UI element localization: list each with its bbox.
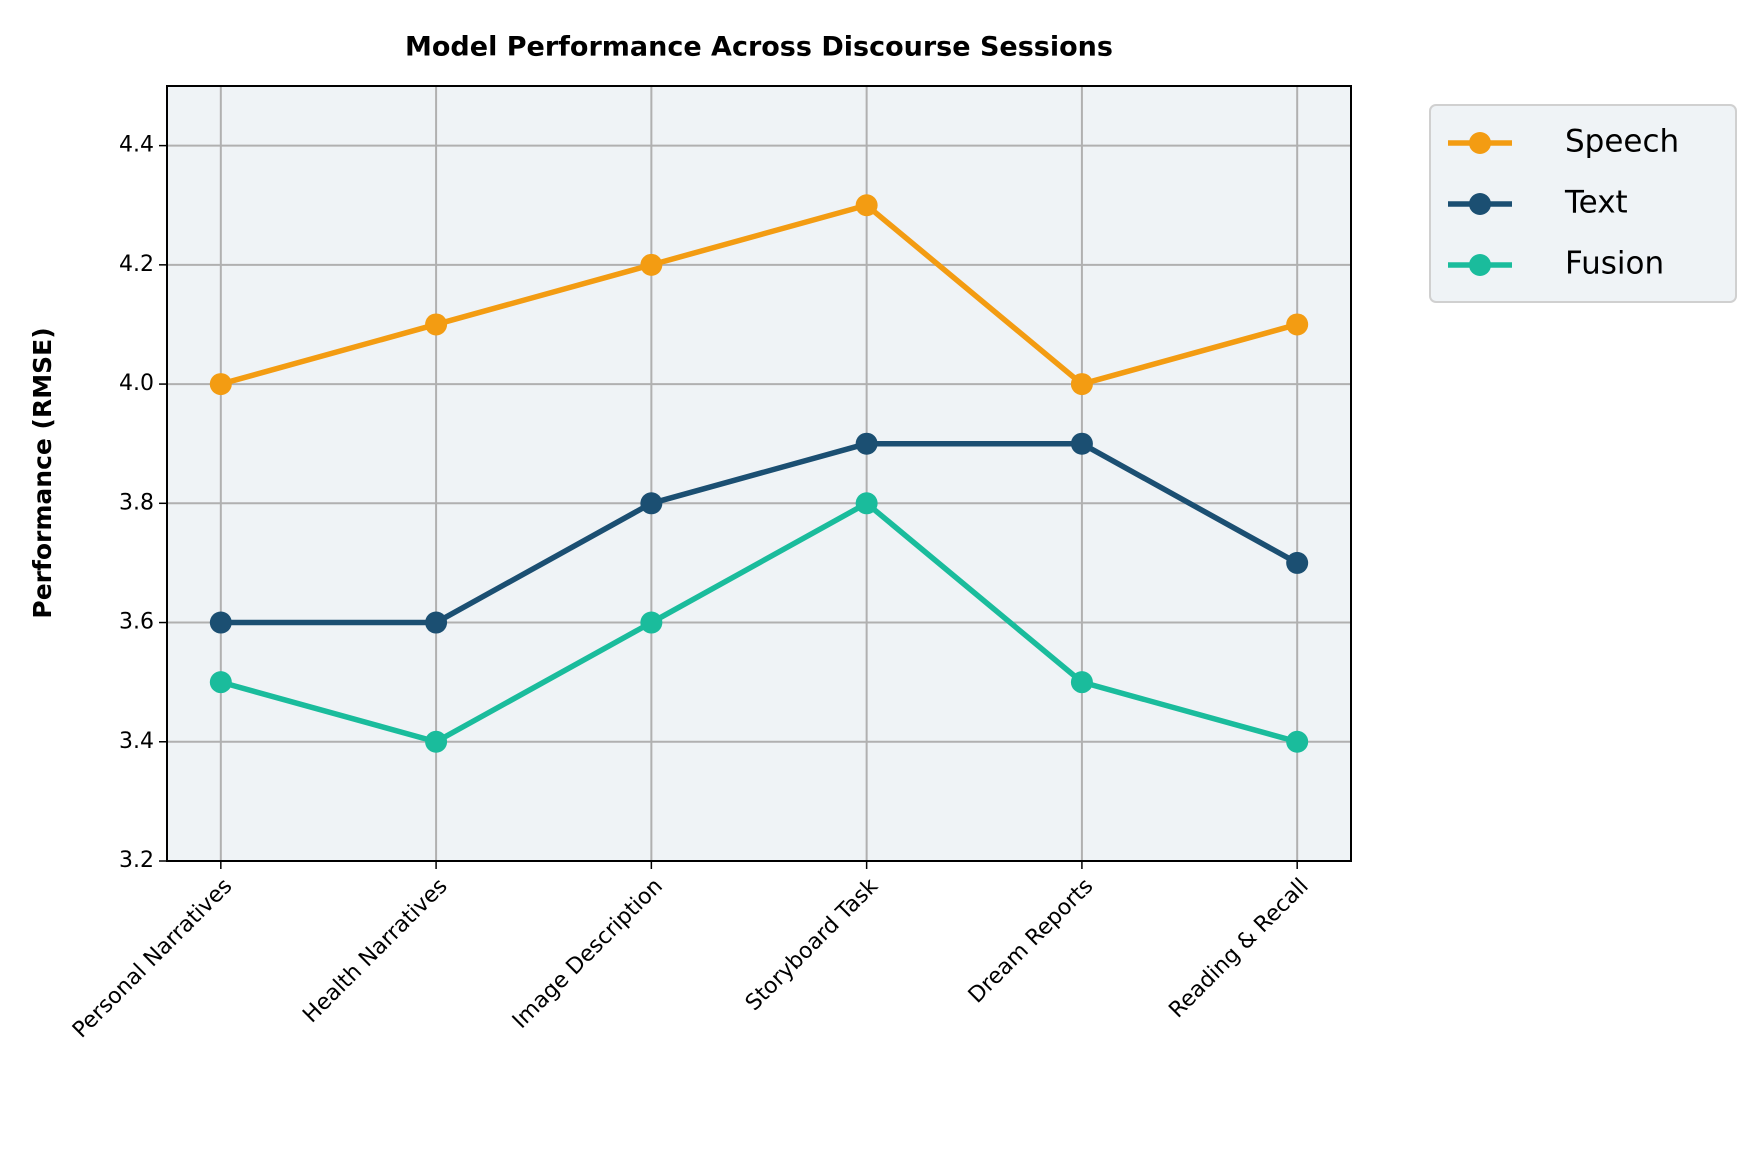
y-tick-label: 4.0 — [119, 371, 154, 396]
x-tick-label: Personal Narratives — [68, 874, 237, 1043]
legend-marker — [1469, 254, 1491, 276]
marker — [209, 611, 232, 634]
marker — [1070, 432, 1093, 455]
marker — [855, 432, 878, 455]
marker — [425, 313, 448, 336]
y-tick-label: 4.2 — [119, 252, 154, 277]
legend-label: Speech — [1565, 124, 1679, 160]
legend-box — [1429, 104, 1737, 303]
marker — [640, 492, 663, 515]
plot-frame — [166, 85, 1352, 862]
x-tick-label: Image Description — [508, 874, 668, 1034]
line — [220, 440, 1299, 626]
x-tick-label: Dream Reports — [964, 874, 1099, 1009]
line — [220, 500, 1298, 745]
marker — [1286, 313, 1309, 336]
legend-marker — [1469, 132, 1491, 154]
marker — [855, 492, 878, 515]
x-tick-label: Health Narratives — [298, 874, 452, 1028]
legend-marker — [1469, 193, 1491, 215]
y-tick-label: 3.6 — [119, 610, 154, 635]
x-tick-label: Storyboard Task — [741, 874, 883, 1016]
y-tick-label: 3.8 — [119, 490, 154, 515]
marker — [425, 611, 448, 634]
marker — [1070, 671, 1093, 694]
marker — [855, 194, 878, 217]
marker — [209, 671, 232, 694]
marker — [1070, 373, 1093, 396]
marker — [640, 611, 663, 634]
marker — [1286, 730, 1309, 753]
legend-label: Text — [1564, 185, 1628, 221]
legend-label: Fusion — [1565, 246, 1664, 282]
y-tick-label: 3.2 — [119, 848, 154, 873]
line — [220, 202, 1298, 387]
x-tick-label: Reading & Recall — [1164, 874, 1313, 1023]
marker — [425, 730, 448, 753]
y-axis-label: Performance (RMSE) — [28, 327, 57, 618]
chart-title: Model Performance Across Discourse Sessi… — [405, 32, 1113, 63]
marker — [640, 253, 663, 276]
legend: Speech Text Fusion — [1429, 104, 1737, 303]
marker — [1286, 551, 1309, 574]
y-tick-label: 4.4 — [119, 133, 154, 158]
y-tick-label: 3.4 — [119, 729, 154, 754]
marker — [209, 373, 232, 396]
